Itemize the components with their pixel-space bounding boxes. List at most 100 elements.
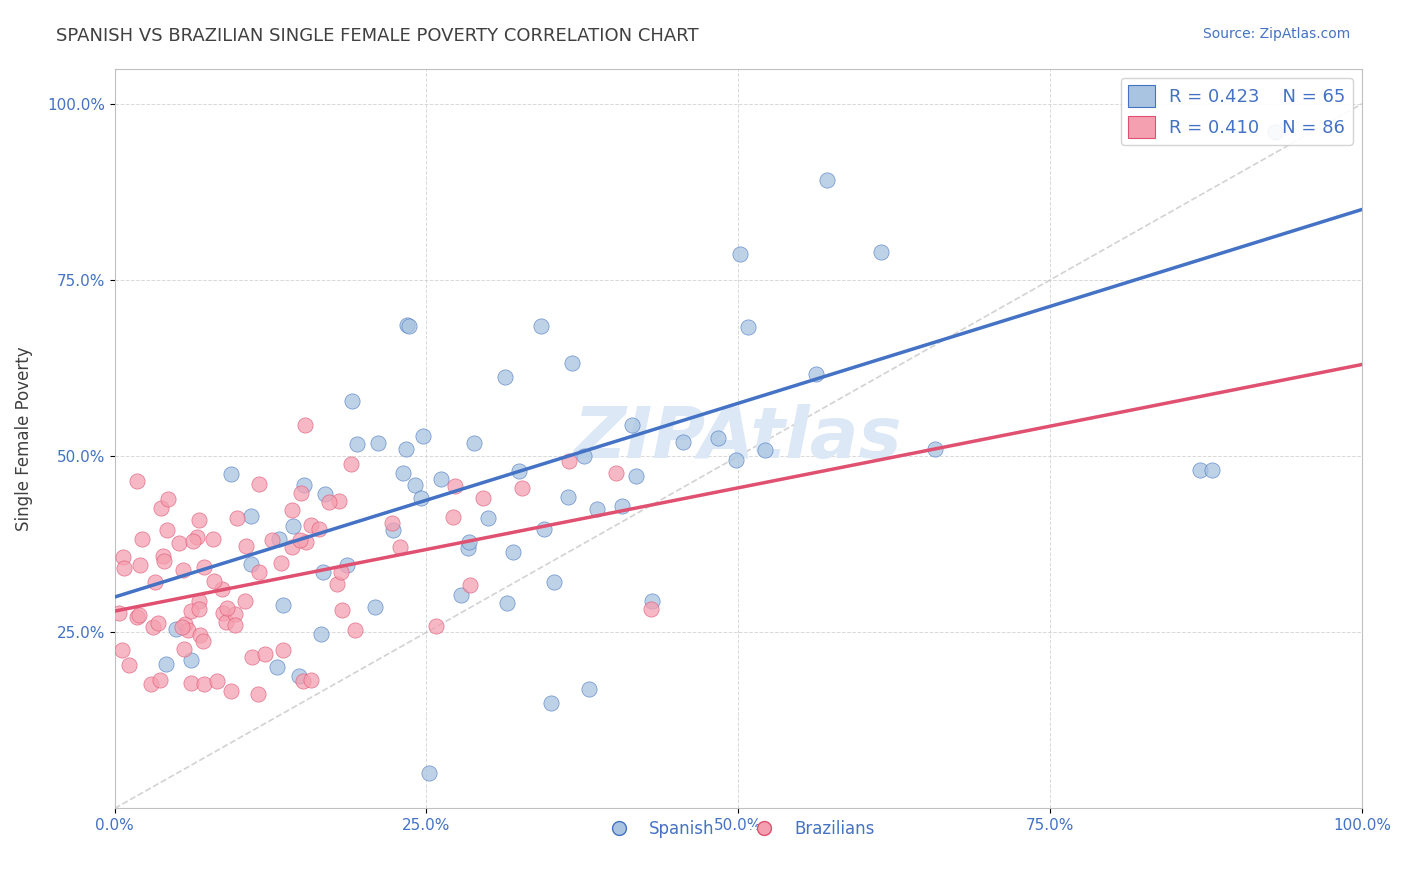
Spanish	[335, 558, 357, 573]
Spanish	[641, 594, 664, 608]
Spanish	[240, 558, 263, 572]
Text: SPANISH VS BRAZILIAN SINGLE FEMALE POVERTY CORRELATION CHART: SPANISH VS BRAZILIAN SINGLE FEMALE POVER…	[56, 27, 699, 45]
Spanish	[1264, 125, 1286, 139]
Brazilians	[149, 673, 172, 688]
Brazilians	[108, 606, 131, 620]
Brazilians	[290, 486, 312, 500]
Brazilians	[153, 554, 176, 568]
Brazilians	[187, 513, 209, 527]
Spanish	[450, 588, 472, 602]
Spanish	[557, 490, 579, 504]
Brazilians	[339, 458, 361, 472]
Spanish	[364, 600, 387, 615]
Brazilians	[141, 676, 163, 690]
Brazilians	[150, 500, 173, 515]
Brazilians	[180, 675, 202, 690]
Brazilians	[125, 610, 148, 624]
Brazilians	[294, 418, 316, 433]
Brazilians	[425, 619, 447, 633]
Spanish	[924, 442, 946, 456]
Brazilians	[332, 603, 354, 617]
Text: ZIPAtlas: ZIPAtlas	[574, 404, 903, 473]
Spanish	[395, 442, 418, 456]
Brazilians	[281, 503, 304, 517]
Spanish	[1188, 463, 1211, 477]
Spanish	[266, 660, 288, 674]
Brazilians	[443, 479, 465, 493]
Brazilians	[118, 657, 141, 672]
Spanish	[815, 173, 838, 187]
Brazilians	[173, 642, 195, 657]
Spanish	[508, 464, 530, 478]
Spanish	[404, 478, 426, 492]
Spanish	[724, 453, 747, 467]
Text: Source: ZipAtlas.com: Source: ZipAtlas.com	[1202, 27, 1350, 41]
Spanish	[292, 477, 315, 491]
Spanish	[346, 437, 368, 451]
Spanish	[287, 669, 309, 683]
Spanish	[804, 367, 827, 381]
Spanish	[239, 508, 262, 523]
Brazilians	[233, 594, 256, 608]
Brazilians	[247, 687, 270, 701]
Spanish	[737, 320, 759, 334]
Brazilians	[157, 491, 180, 506]
Spanish	[728, 246, 751, 260]
Brazilians	[270, 556, 292, 570]
Brazilians	[441, 510, 464, 524]
Brazilians	[249, 477, 271, 491]
Spanish	[367, 436, 389, 450]
Brazilians	[193, 677, 215, 691]
Brazilians	[129, 558, 152, 573]
Spanish	[870, 244, 893, 259]
Brazilians	[191, 633, 214, 648]
Brazilians	[235, 540, 257, 554]
Brazilians	[605, 466, 627, 480]
Spanish	[458, 535, 481, 549]
Brazilians	[188, 628, 211, 642]
Brazilians	[131, 532, 153, 546]
Brazilians	[224, 617, 246, 632]
Spanish	[430, 472, 453, 486]
Brazilians	[308, 523, 330, 537]
Spanish	[533, 522, 555, 536]
Brazilians	[471, 491, 494, 506]
Brazilians	[202, 532, 225, 546]
Brazilians	[291, 674, 314, 689]
Brazilians	[142, 620, 165, 634]
Spanish	[395, 318, 418, 332]
Brazilians	[253, 647, 276, 661]
Spanish	[392, 466, 415, 480]
Spanish	[271, 598, 294, 612]
Brazilians	[299, 518, 322, 533]
Spanish	[311, 627, 333, 641]
Brazilians	[247, 565, 270, 579]
Brazilians	[111, 643, 134, 657]
Spanish	[155, 657, 177, 671]
Brazilians	[143, 574, 166, 589]
Brazilians	[172, 620, 194, 634]
Brazilians	[318, 495, 340, 509]
Spanish	[502, 545, 524, 559]
Brazilians	[226, 510, 249, 524]
Spanish	[457, 541, 479, 555]
Brazilians	[328, 493, 350, 508]
Spanish	[340, 394, 363, 409]
Spanish	[540, 696, 562, 710]
Spanish	[418, 766, 440, 780]
Brazilians	[224, 607, 246, 622]
Spanish	[180, 653, 202, 667]
Brazilians	[640, 602, 662, 616]
Spanish	[412, 428, 434, 442]
Brazilians	[173, 617, 195, 632]
Spanish	[585, 502, 607, 516]
Spanish	[463, 435, 485, 450]
Brazilians	[125, 474, 148, 488]
Brazilians	[295, 534, 318, 549]
Spanish	[621, 418, 644, 433]
Brazilians	[290, 533, 312, 547]
Brazilians	[177, 624, 200, 638]
Brazilians	[167, 536, 190, 550]
Brazilians	[207, 673, 229, 688]
Brazilians	[260, 533, 283, 547]
